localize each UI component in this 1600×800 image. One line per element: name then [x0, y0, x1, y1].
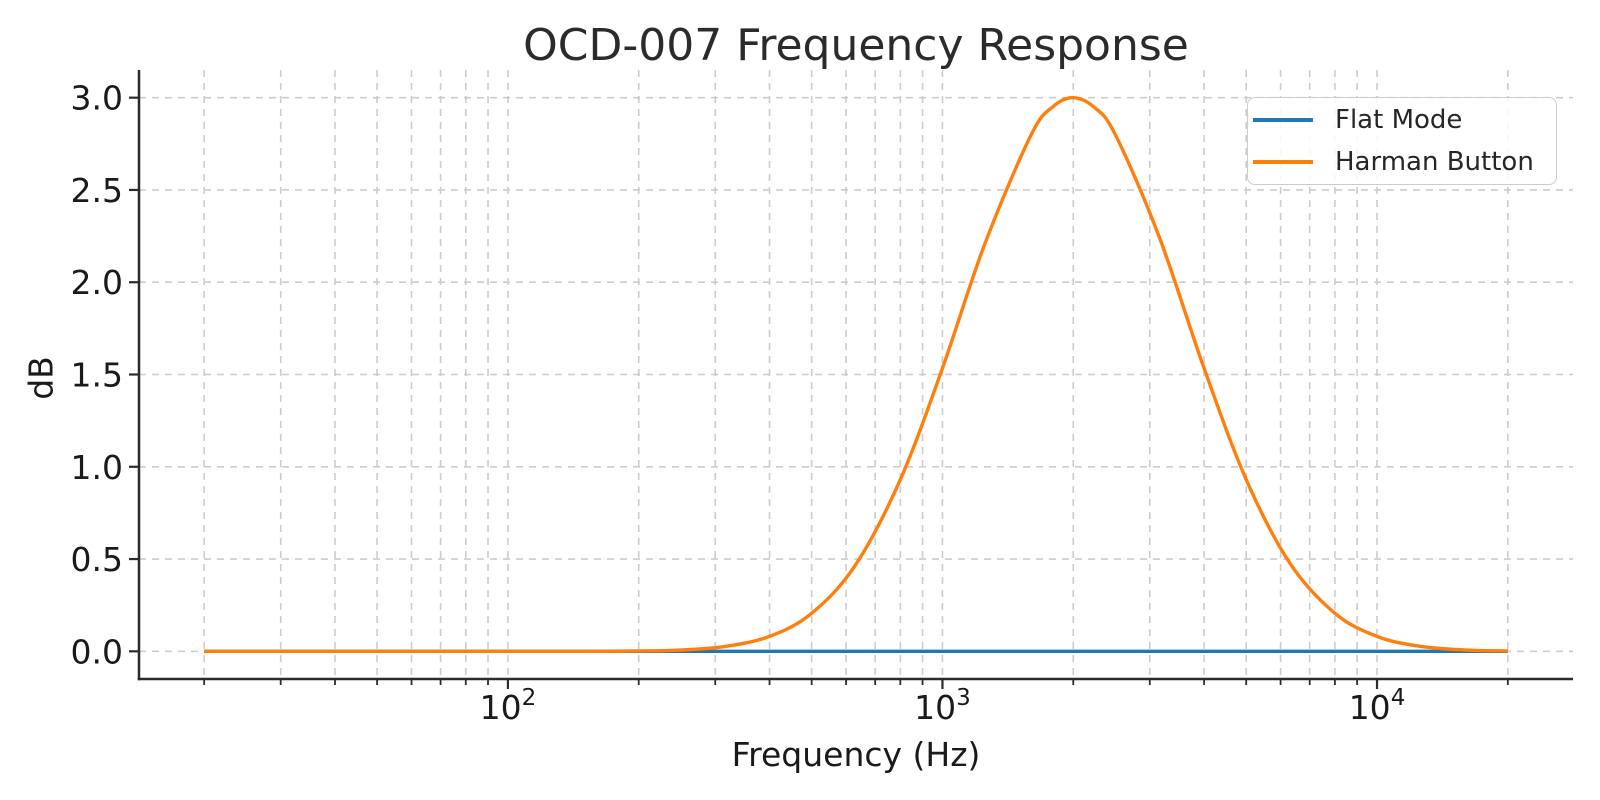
- x-axis-title: Frequency (Hz): [731, 735, 981, 774]
- chart-title: OCD-007 Frequency Response: [523, 20, 1189, 71]
- x-tick-label: 104: [1349, 685, 1406, 727]
- legend-item-flat-mode: Flat Mode: [1253, 99, 1556, 141]
- legend-label: Flat Mode: [1335, 105, 1463, 135]
- tick-marks: [129, 96, 1509, 689]
- y-tick-label: 3.0: [71, 79, 123, 118]
- y-tick-label: 2.0: [71, 263, 123, 302]
- x-tick-label: 103: [914, 685, 971, 727]
- series-line-harman-button: [204, 95, 1508, 654]
- y-axis-title: dB: [21, 356, 61, 400]
- y-tick-label: 2.5: [71, 171, 123, 210]
- y-tick-labels: 0.0 0.5 1.0 1.5 2.0 2.5 3.0: [71, 79, 123, 672]
- grid-lines: [139, 70, 1573, 679]
- y-tick-label: 1.0: [71, 448, 123, 487]
- legend-swatch: [1253, 160, 1313, 164]
- x-tick-labels: 102 103 104: [480, 685, 1406, 727]
- legend-swatch: [1253, 118, 1313, 122]
- legend: Flat Mode Harman Button: [1247, 97, 1557, 185]
- y-tick-label: 1.5: [71, 356, 123, 395]
- x-tick-label: 102: [480, 685, 537, 727]
- legend-label: Harman Button: [1335, 147, 1534, 177]
- legend-item-harman-button: Harman Button: [1253, 141, 1556, 183]
- series-lines: [204, 95, 1508, 654]
- y-tick-label: 0.0: [71, 632, 123, 671]
- y-tick-label: 0.5: [71, 540, 123, 579]
